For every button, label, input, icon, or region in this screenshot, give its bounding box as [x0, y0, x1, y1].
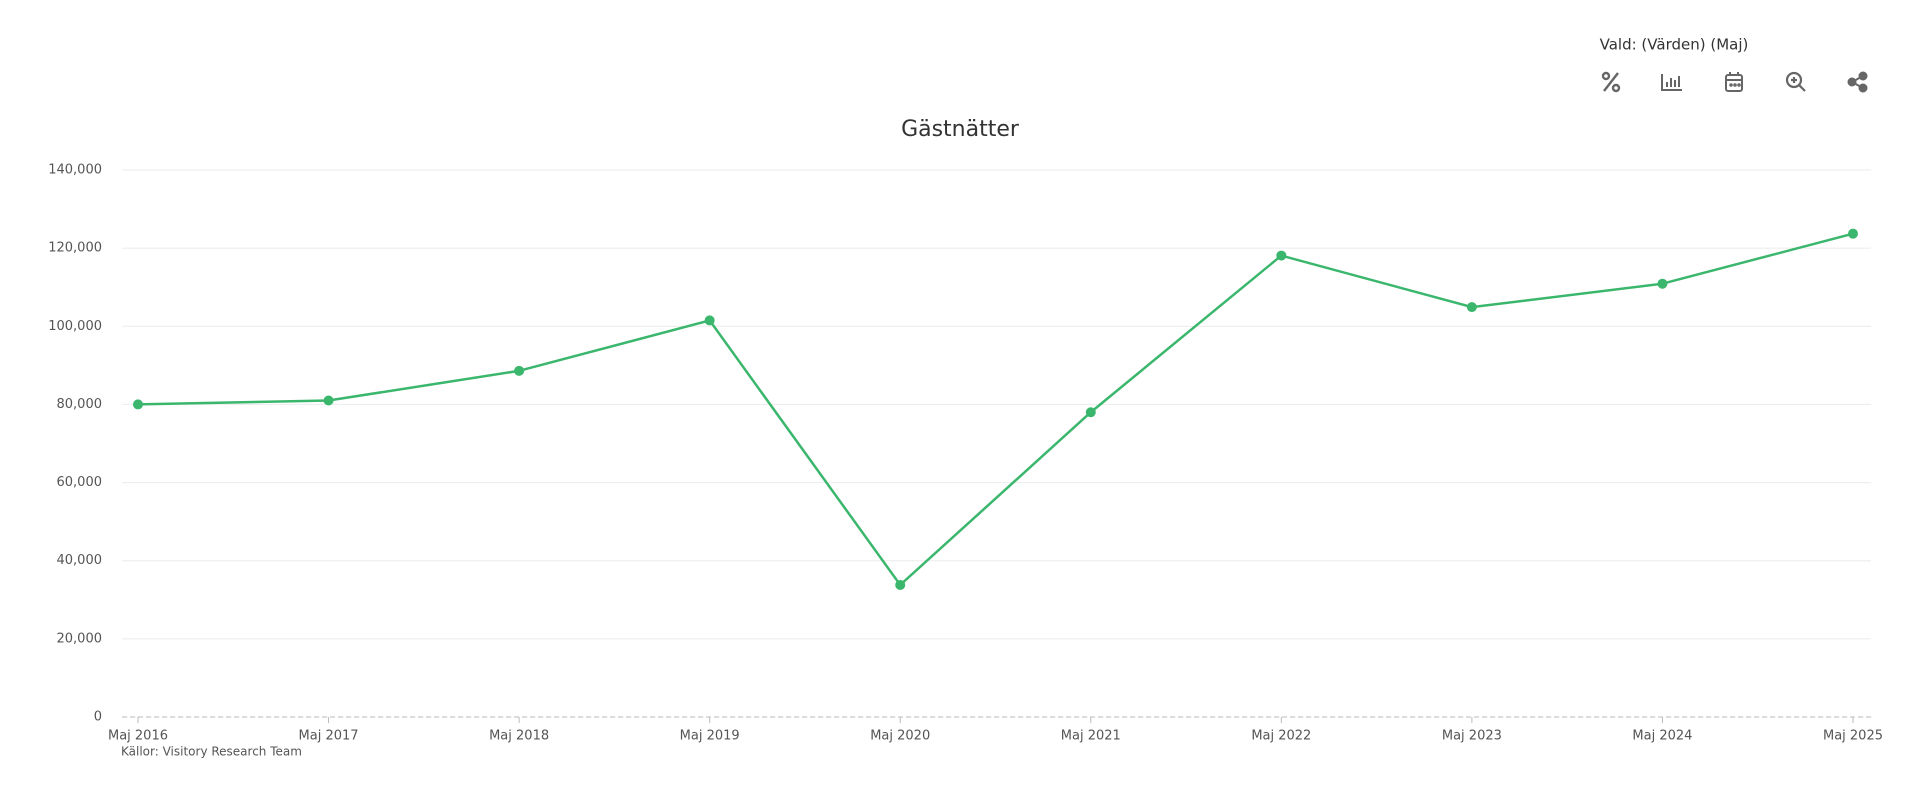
zoom-button[interactable]	[1785, 71, 1806, 92]
selection-label: Vald: (Värden) (Maj)	[1600, 36, 1749, 54]
data-point	[1466, 302, 1477, 313]
x-tick-label: Maj 2023	[1442, 729, 1502, 744]
data-point	[704, 315, 715, 326]
y-tick-label: 0	[94, 710, 102, 725]
x-tick-label: Maj 2025	[1823, 729, 1883, 744]
source: Källor: Visitory Research Team	[121, 745, 302, 759]
chart-type-button[interactable]	[1661, 74, 1682, 91]
y-tick-label: 140,000	[48, 163, 102, 178]
y-tick-label: 100,000	[48, 319, 102, 334]
y-tick-label: 60,000	[57, 475, 103, 490]
y-tick-label: 20,000	[57, 631, 103, 646]
x-tick-label: Maj 2024	[1632, 729, 1692, 744]
chart-title: Gästnätter	[901, 117, 1020, 142]
calendar-button[interactable]	[1725, 72, 1743, 92]
data-point	[1276, 250, 1287, 261]
x-tick-label: Maj 2022	[1251, 729, 1311, 744]
x-tick-label: Maj 2017	[299, 729, 359, 744]
share-button[interactable]	[1847, 71, 1868, 93]
x-tick-label: Maj 2020	[870, 729, 930, 744]
data-point	[895, 579, 906, 590]
data-point	[1848, 228, 1858, 239]
data-point	[1657, 278, 1668, 289]
data-point	[1085, 407, 1096, 418]
x-tick-label: Maj 2016	[108, 729, 168, 744]
data-point	[514, 365, 525, 376]
x-tick-label: Maj 2019	[680, 729, 740, 744]
x-tick-label: Maj 2021	[1061, 729, 1121, 744]
y-tick-label: 80,000	[57, 397, 103, 412]
x-tick-label: Maj 2018	[489, 729, 549, 744]
data-point	[133, 399, 143, 410]
percent-button[interactable]	[1601, 71, 1621, 93]
y-tick-label: 120,000	[48, 241, 102, 256]
data-line	[137, 232, 1854, 587]
data-point	[323, 395, 334, 406]
y-tick-label: 40,000	[57, 553, 103, 568]
